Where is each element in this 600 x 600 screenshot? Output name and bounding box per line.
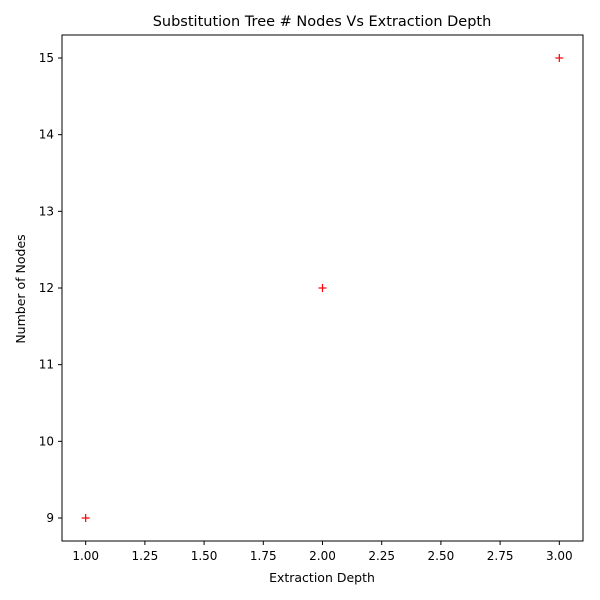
data-point <box>81 514 90 522</box>
x-tick-label: 2.25 <box>368 549 395 563</box>
y-tick-label: 15 <box>39 51 54 65</box>
chart-title: Substitution Tree # Nodes Vs Extraction … <box>153 14 492 30</box>
x-tick-label: 2.00 <box>309 549 336 563</box>
x-tick-label: 1.75 <box>250 549 277 563</box>
data-points <box>81 54 564 522</box>
x-axis-label: Extraction Depth <box>269 570 375 585</box>
y-tick-label: 10 <box>39 434 54 448</box>
data-point <box>318 284 327 292</box>
data-point <box>555 54 564 62</box>
x-tick-label: 2.50 <box>428 549 455 563</box>
y-tick-label: 12 <box>39 281 54 295</box>
x-tick-label: 2.75 <box>487 549 514 563</box>
y-tick-label: 11 <box>39 358 54 372</box>
x-tick-label: 1.25 <box>132 549 159 563</box>
x-tick-label: 1.00 <box>72 549 99 563</box>
x-tick-label: 3.00 <box>546 549 573 563</box>
y-tick-label: 14 <box>39 128 54 142</box>
y-axis: 9 10 11 12 13 14 15 <box>39 51 62 525</box>
y-axis-label: Number of Nodes <box>13 234 28 343</box>
x-tick-label: 1.50 <box>191 549 218 563</box>
x-axis: 1.00 1.25 1.50 1.75 2.00 2.25 2.50 2.75 3.00 <box>72 541 573 563</box>
y-tick-label: 9 <box>46 511 54 525</box>
y-tick-label: 13 <box>39 204 54 218</box>
